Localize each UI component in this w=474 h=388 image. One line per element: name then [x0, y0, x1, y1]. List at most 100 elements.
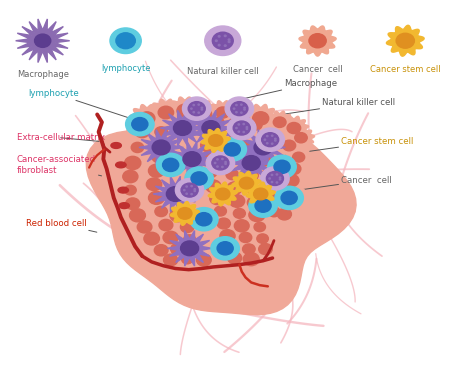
Circle shape: [196, 213, 212, 226]
Circle shape: [201, 107, 202, 108]
Circle shape: [231, 102, 248, 116]
Circle shape: [274, 160, 290, 173]
Circle shape: [236, 140, 252, 153]
Polygon shape: [279, 116, 309, 140]
Circle shape: [233, 208, 246, 218]
Circle shape: [210, 193, 224, 204]
Polygon shape: [226, 104, 258, 130]
Circle shape: [283, 140, 296, 151]
Polygon shape: [248, 147, 281, 173]
Circle shape: [163, 158, 179, 171]
Circle shape: [236, 104, 237, 106]
Polygon shape: [170, 201, 200, 225]
Circle shape: [209, 135, 223, 146]
Polygon shape: [219, 246, 250, 271]
Polygon shape: [187, 101, 221, 128]
Circle shape: [152, 152, 165, 163]
Circle shape: [272, 135, 273, 136]
Polygon shape: [218, 237, 245, 259]
Polygon shape: [162, 237, 193, 262]
Circle shape: [170, 209, 186, 222]
Circle shape: [202, 154, 215, 165]
Circle shape: [227, 182, 242, 194]
Circle shape: [191, 108, 192, 109]
Circle shape: [274, 138, 276, 139]
Circle shape: [220, 230, 235, 242]
Circle shape: [276, 174, 278, 175]
Circle shape: [255, 199, 271, 212]
Circle shape: [233, 121, 250, 135]
Polygon shape: [135, 225, 169, 253]
Circle shape: [229, 195, 245, 207]
Circle shape: [281, 199, 293, 209]
Circle shape: [191, 185, 192, 187]
Polygon shape: [275, 168, 308, 194]
Text: Cancer  cell: Cancer cell: [301, 176, 392, 190]
Circle shape: [217, 166, 218, 167]
Text: lymphocyte: lymphocyte: [28, 88, 128, 118]
Circle shape: [159, 219, 173, 231]
Circle shape: [183, 152, 201, 166]
Circle shape: [224, 35, 226, 36]
Circle shape: [222, 166, 223, 168]
Circle shape: [198, 112, 200, 113]
Circle shape: [257, 234, 268, 243]
Polygon shape: [118, 180, 143, 201]
Circle shape: [309, 34, 326, 48]
Polygon shape: [243, 114, 269, 136]
Polygon shape: [239, 201, 274, 229]
Polygon shape: [246, 182, 275, 206]
Polygon shape: [176, 229, 203, 251]
Polygon shape: [208, 201, 233, 222]
Polygon shape: [139, 157, 173, 185]
Circle shape: [171, 243, 185, 255]
Text: Natural killer cell: Natural killer cell: [187, 67, 259, 76]
Polygon shape: [208, 101, 237, 125]
Polygon shape: [241, 130, 285, 165]
Polygon shape: [279, 157, 309, 181]
Text: Macrophage: Macrophage: [17, 70, 69, 79]
Polygon shape: [234, 246, 268, 274]
Polygon shape: [211, 223, 244, 249]
Ellipse shape: [111, 143, 121, 148]
Circle shape: [35, 34, 51, 47]
Circle shape: [224, 143, 240, 156]
Polygon shape: [197, 173, 230, 200]
Text: Cancer stem cell: Cancer stem cell: [370, 65, 440, 74]
Circle shape: [238, 124, 239, 125]
Polygon shape: [266, 111, 293, 133]
Polygon shape: [127, 120, 157, 145]
Circle shape: [215, 40, 217, 42]
Circle shape: [218, 138, 246, 161]
Circle shape: [214, 206, 227, 216]
Circle shape: [187, 244, 202, 256]
Polygon shape: [201, 186, 233, 212]
Circle shape: [201, 139, 217, 152]
Polygon shape: [188, 247, 220, 273]
Circle shape: [249, 208, 265, 222]
Polygon shape: [210, 212, 238, 236]
Circle shape: [241, 112, 242, 113]
Circle shape: [146, 178, 162, 191]
Polygon shape: [149, 99, 182, 126]
Circle shape: [205, 168, 217, 177]
Circle shape: [210, 127, 226, 140]
Circle shape: [185, 167, 213, 190]
Circle shape: [125, 185, 136, 195]
Polygon shape: [251, 135, 275, 154]
Circle shape: [166, 187, 184, 201]
Circle shape: [125, 156, 141, 170]
Circle shape: [273, 117, 286, 127]
Text: Cancer  cell: Cancer cell: [293, 65, 342, 74]
Circle shape: [225, 97, 254, 120]
Circle shape: [193, 112, 194, 113]
Circle shape: [217, 218, 230, 229]
Circle shape: [269, 178, 270, 179]
Polygon shape: [139, 184, 173, 212]
Circle shape: [190, 208, 218, 231]
Circle shape: [220, 142, 235, 154]
Circle shape: [183, 190, 185, 191]
Circle shape: [228, 252, 242, 264]
Circle shape: [198, 104, 200, 105]
Polygon shape: [191, 132, 226, 160]
